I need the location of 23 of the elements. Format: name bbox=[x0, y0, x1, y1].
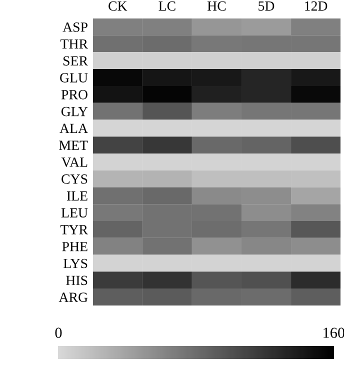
color-bar-label: 0 bbox=[55, 328, 62, 338]
y-tick-label: CYS bbox=[62, 174, 88, 184]
x-tick-label: 5D bbox=[258, 1, 274, 11]
y-tick-label: PRO bbox=[61, 90, 88, 100]
y-tick-label: ARG bbox=[58, 292, 88, 302]
y-tick-label: ILE bbox=[66, 191, 88, 201]
y-tick-label: HIS bbox=[66, 276, 88, 286]
y-tick-label: LYS bbox=[64, 258, 88, 268]
y-tick-label: ASP bbox=[62, 22, 88, 32]
y-tick-label: TYR bbox=[60, 225, 88, 234]
y-tick-label: THR bbox=[60, 39, 88, 49]
x-tick-label: 12D bbox=[305, 1, 328, 11]
y-tick-label: GLY bbox=[61, 106, 88, 116]
y-tick-label: VAL bbox=[61, 158, 88, 167]
x-tick-label: LC bbox=[158, 1, 176, 11]
y-tick-label: MET bbox=[59, 140, 88, 150]
y-tick-label: PHE bbox=[62, 242, 88, 252]
y-tick-label: GLU bbox=[60, 73, 88, 82]
y-tick-label: ALA bbox=[60, 124, 88, 133]
x-tick-label: CK bbox=[108, 1, 128, 11]
y-tick-label: SER bbox=[63, 56, 88, 66]
x-tick-label: HC bbox=[207, 1, 226, 11]
y-tick-label: LEU bbox=[61, 208, 88, 218]
